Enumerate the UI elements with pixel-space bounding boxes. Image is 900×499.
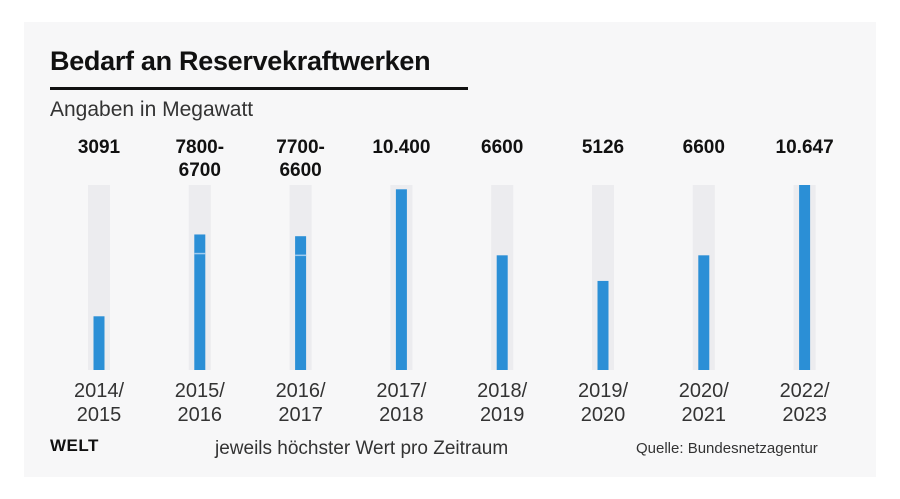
data-label: 7800-6700 [175,137,224,181]
bar [295,236,307,370]
x-tick-label: 2015/2016 [175,380,225,426]
x-tick-label: 2016/2017 [276,380,326,426]
bar [496,255,508,370]
x-tick-label: 2019/2020 [578,380,628,426]
footnote: jeweils höchster Wert pro Zeitraum [215,438,509,459]
data-label: 10.400 [372,137,430,158]
bar [799,185,811,370]
data-label: 6600 [481,137,523,158]
x-tick-label: 2014/2015 [74,380,124,426]
x-tick-label: 2020/2021 [679,380,729,426]
data-label: 5126 [582,137,624,158]
data-label: 10.647 [776,137,834,158]
source-note: Quelle: Bundesnetzagentur [636,440,818,457]
bar [93,316,105,370]
x-tick-label: 2022/2023 [780,380,830,426]
title-underline [50,87,468,90]
bar [597,280,609,370]
chart-card [24,22,876,477]
chart-title: Bedarf an Reservekraftwerken [50,46,431,76]
data-label: 3091 [78,137,121,158]
bar [194,234,206,370]
chart-subtitle: Angaben in Megawatt [50,98,254,121]
data-label: 7700-6600 [276,137,325,181]
x-tick-label: 2018/2019 [477,380,527,426]
data-label: 6600 [683,137,725,158]
bar [698,255,710,370]
bar [395,189,407,370]
x-tick-label: 2017/2018 [376,380,426,426]
welt-logo: WELT [50,436,99,455]
